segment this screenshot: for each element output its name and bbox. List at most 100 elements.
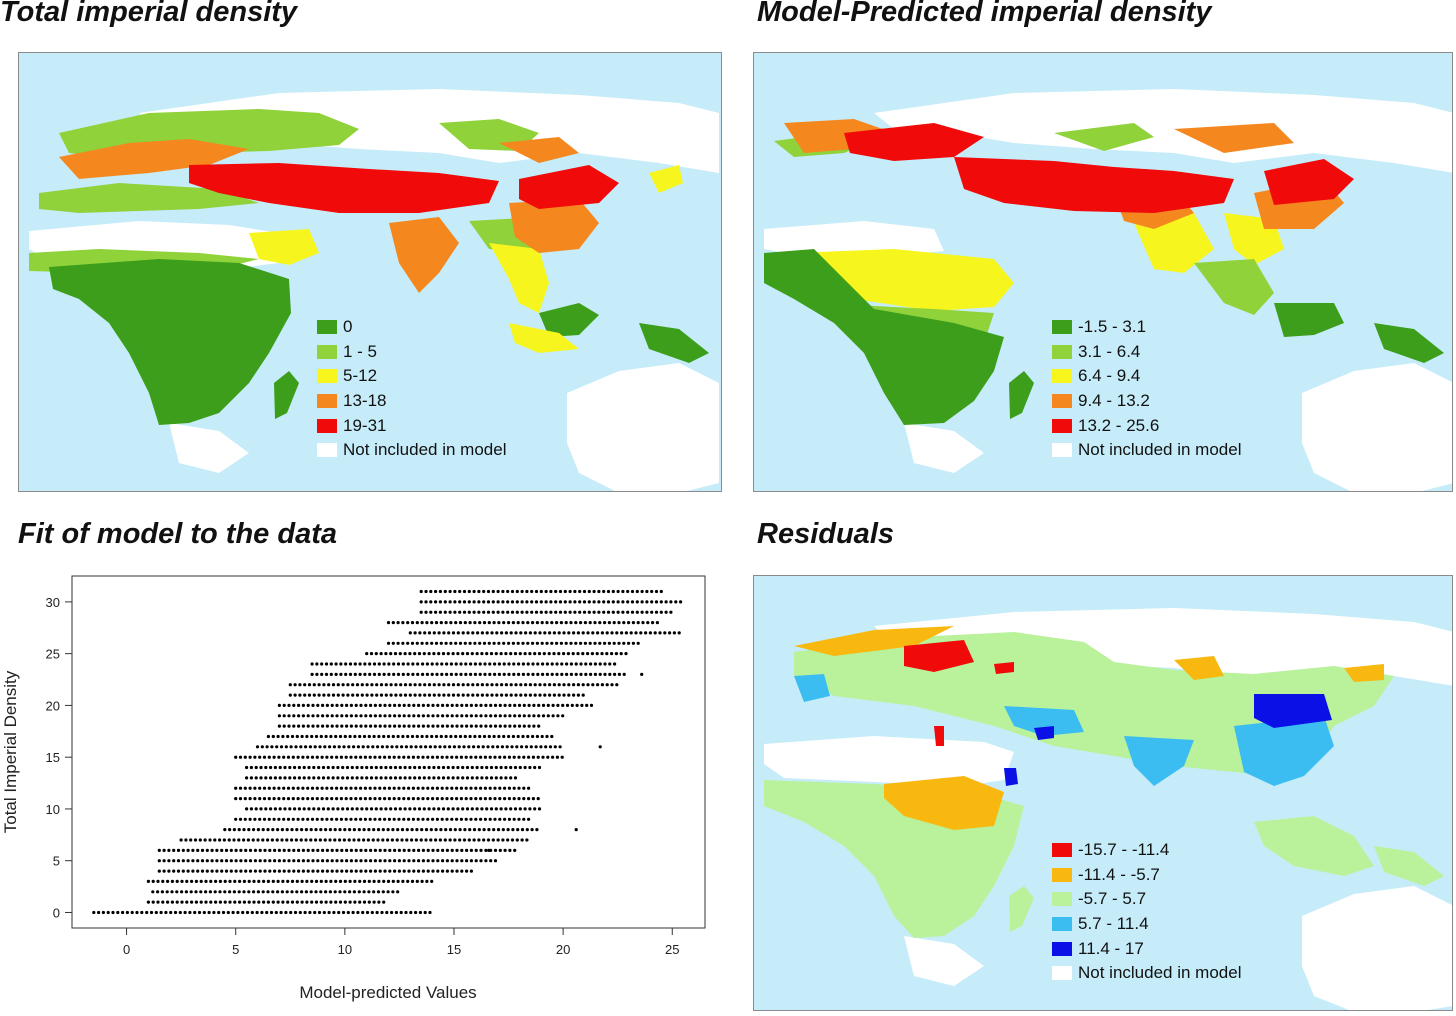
data-point: [569, 662, 574, 666]
data-point: [220, 848, 224, 852]
data-point: [485, 776, 489, 780]
data-point: [403, 776, 407, 780]
data-point: [492, 828, 496, 832]
data-point: [379, 776, 383, 780]
data-point: [356, 910, 360, 915]
data-point: [280, 890, 284, 894]
data-point: [273, 776, 277, 780]
data-point: [466, 683, 470, 687]
data-point: [215, 859, 219, 863]
data-point: [345, 724, 349, 728]
data-point: [412, 714, 416, 718]
data-point: [456, 631, 460, 635]
data-point: [325, 714, 329, 718]
data-point: [474, 724, 478, 728]
data-point: [327, 910, 331, 915]
data-point: [528, 652, 532, 656]
data-point: [450, 869, 454, 873]
data-point: [579, 672, 583, 676]
data-point: [215, 848, 219, 852]
data-point: [307, 693, 312, 697]
data-point: [483, 672, 487, 676]
data-point: [345, 807, 350, 811]
data-point: [451, 652, 455, 656]
data-point: [555, 641, 559, 645]
data-point: [172, 848, 176, 852]
data-point: [455, 703, 459, 707]
data-point: [562, 683, 566, 687]
data-point: [289, 745, 293, 749]
data-point: [321, 859, 325, 863]
data-point: [296, 817, 300, 821]
data-point: [539, 600, 543, 604]
data-point: [196, 848, 200, 852]
data-point: [584, 662, 588, 666]
residuals-map-graphic: [754, 576, 1452, 1010]
data-point: [262, 817, 267, 821]
data-point: [590, 652, 595, 656]
data-point: [355, 693, 360, 697]
data-point: [269, 910, 274, 915]
data-point: [483, 755, 487, 759]
data-point: [444, 621, 448, 625]
data-point: [504, 776, 508, 780]
data-point: [526, 734, 530, 739]
data-point: [409, 745, 413, 749]
data-point: [295, 890, 299, 894]
data-point: [398, 776, 402, 780]
data-point: [336, 776, 340, 780]
data-point: [300, 890, 304, 894]
data-point: [290, 838, 294, 842]
data-point: [435, 672, 439, 676]
data-point: [146, 900, 150, 904]
data-point: [116, 910, 120, 915]
data-point: [519, 631, 523, 635]
data-point: [562, 631, 566, 635]
data-point: [559, 641, 564, 645]
data-point: [469, 817, 473, 821]
data-point: [510, 589, 515, 594]
data-point: [376, 890, 381, 894]
data-point: [428, 910, 432, 915]
data-point: [430, 879, 434, 883]
data-point: [503, 817, 507, 821]
data-point: [445, 714, 449, 718]
data-point: [361, 910, 365, 915]
data-point: [232, 838, 236, 842]
data-point: [271, 900, 275, 904]
legend-label: 0: [343, 317, 353, 337]
legend-swatch: [1052, 320, 1072, 335]
legend-label: Not included in model: [343, 440, 507, 460]
data-point: [392, 755, 396, 759]
data-point: [317, 776, 321, 780]
data-point: [677, 631, 681, 635]
data-point: [364, 703, 368, 707]
data-point: [578, 600, 582, 604]
data-point: [639, 631, 643, 635]
data-point: [263, 859, 267, 863]
data-point: [406, 662, 410, 666]
data-point: [248, 859, 253, 863]
data-point: [286, 786, 291, 790]
data-point: [202, 910, 206, 915]
data-point: [304, 838, 308, 842]
data-point: [419, 838, 423, 842]
data-point: [467, 610, 471, 614]
data-point: [373, 848, 377, 852]
y-tick-label: 0: [53, 905, 60, 920]
data-point: [456, 776, 460, 780]
data-point: [276, 890, 280, 894]
data-point: [474, 848, 478, 852]
data-point: [399, 683, 403, 687]
data-point: [484, 848, 488, 852]
data-point: [354, 755, 358, 759]
data-point: [507, 734, 511, 739]
data-point: [327, 693, 331, 697]
data-point: [266, 879, 270, 883]
data-point: [520, 589, 524, 594]
data-point: [517, 786, 521, 790]
data-point: [333, 890, 337, 894]
data-point: [459, 672, 463, 676]
data-point: [248, 755, 252, 759]
data-point: [375, 693, 379, 697]
